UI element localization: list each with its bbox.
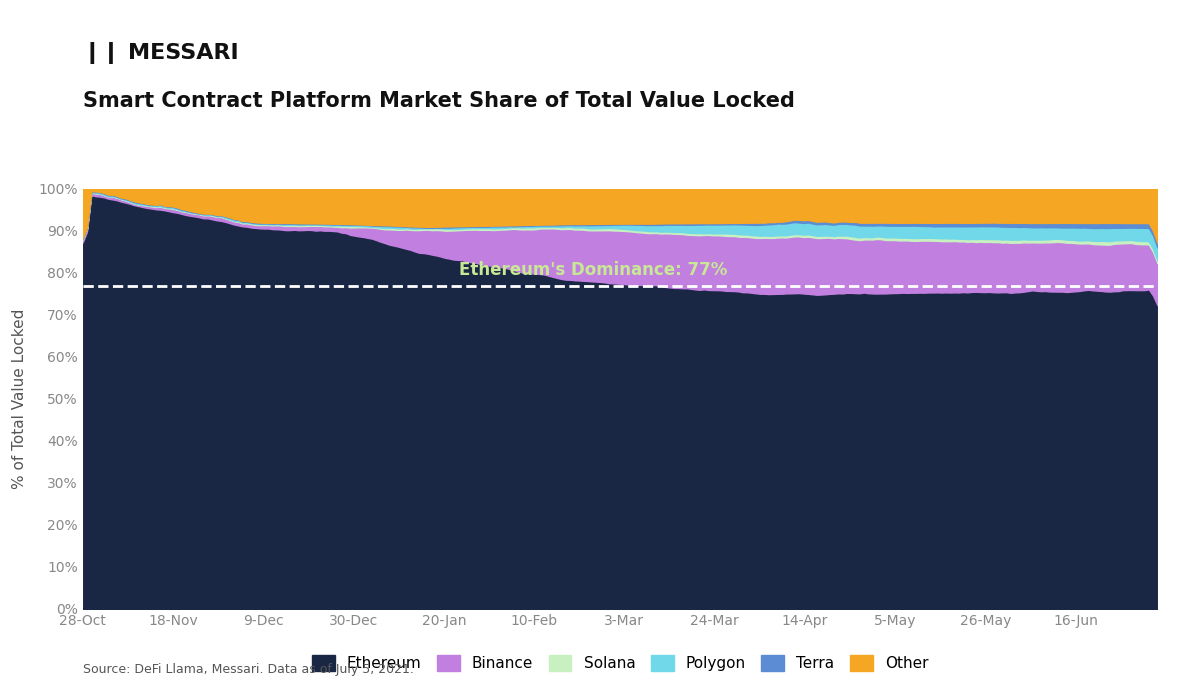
Text: ❙❙ MESSARI: ❙❙ MESSARI [83, 42, 239, 64]
Text: Source: DeFi Llama, Messari. Data as of July 5, 2021.: Source: DeFi Llama, Messari. Data as of … [83, 662, 413, 676]
Y-axis label: % of Total Value Locked: % of Total Value Locked [12, 309, 27, 489]
Text: Ethereum's Dominance: 77%: Ethereum's Dominance: 77% [458, 261, 727, 279]
Legend: Ethereum, Binance, Solana, Polygon, Terra, Other: Ethereum, Binance, Solana, Polygon, Terr… [306, 649, 934, 677]
Text: Smart Contract Platform Market Share of Total Value Locked: Smart Contract Platform Market Share of … [83, 91, 795, 111]
